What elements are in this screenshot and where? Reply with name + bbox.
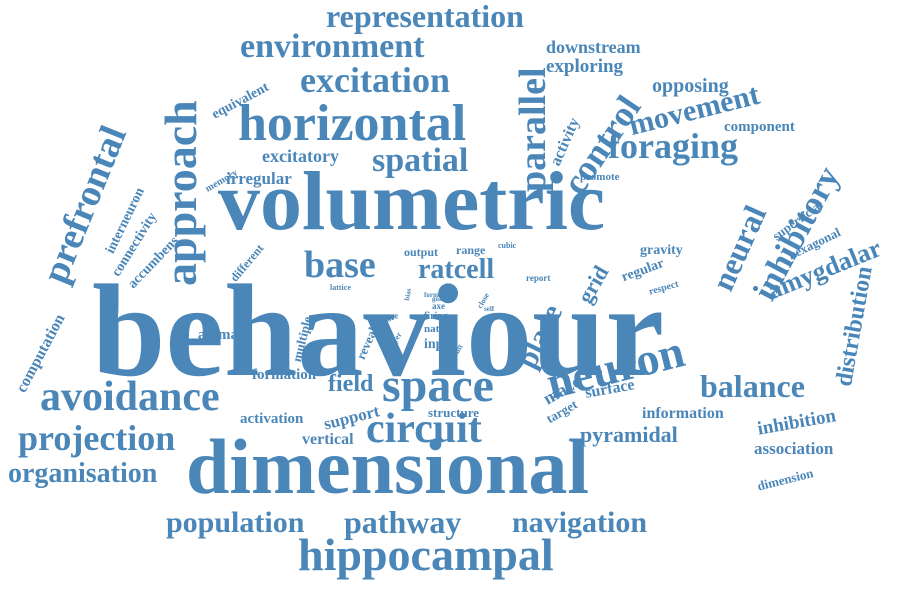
word-formation: formation bbox=[252, 367, 317, 383]
word-organisation: organisation bbox=[8, 458, 158, 489]
word-projection: projection bbox=[18, 418, 176, 458]
word-downstream: downstream bbox=[546, 37, 641, 57]
word-dimension: dimension bbox=[755, 465, 815, 494]
word-dimensional: dimensional bbox=[186, 423, 590, 510]
word-irregular: irregular bbox=[226, 169, 292, 188]
word-information: information bbox=[642, 405, 724, 422]
word-pyramidal: pyramidal bbox=[580, 422, 678, 447]
word-ratcell: ratcell bbox=[418, 254, 495, 285]
word-input: input bbox=[424, 337, 456, 352]
word-navigation: navigation bbox=[512, 506, 648, 539]
word-representation: representation bbox=[326, 0, 524, 34]
word-balance: balance bbox=[700, 368, 805, 404]
word-opposing: opposing bbox=[652, 75, 729, 97]
word-exploring: exploring bbox=[546, 56, 624, 77]
word-avoidance: avoidance bbox=[40, 374, 220, 420]
word-space: space bbox=[382, 359, 494, 412]
word-pathway: pathway bbox=[344, 504, 462, 540]
word-foraging: foraging bbox=[608, 126, 738, 166]
word-lattice: lattice bbox=[330, 283, 351, 292]
word-cubic: cubic bbox=[498, 241, 517, 250]
word-horizontal: horizontal bbox=[238, 95, 467, 152]
word-field: field bbox=[328, 371, 374, 397]
word-nature: nature bbox=[424, 323, 455, 335]
word-hippocampal: hippocampal bbox=[298, 529, 554, 580]
word-promote: promote bbox=[580, 171, 620, 183]
word-gravity: gravity bbox=[640, 243, 683, 258]
word-excitation: excitation bbox=[300, 60, 450, 100]
word-base: base bbox=[304, 244, 376, 286]
word-parallel: parallel bbox=[512, 67, 554, 192]
word-structure: structure bbox=[428, 405, 480, 420]
word-self: self bbox=[484, 305, 495, 313]
word-output: output bbox=[404, 245, 439, 259]
word-behaviour: behaviour bbox=[92, 257, 665, 404]
word-range: range bbox=[456, 243, 486, 257]
word-distribution: distribution bbox=[831, 264, 878, 389]
word-excitatory: excitatory bbox=[262, 146, 339, 166]
word-environment: environment bbox=[240, 28, 425, 65]
word-inhibition: inhibition bbox=[755, 405, 838, 440]
word-population: population bbox=[166, 506, 305, 539]
word-volumetric: volumetric bbox=[218, 155, 606, 248]
word-firing: firing bbox=[424, 311, 448, 322]
word-component: component bbox=[724, 119, 795, 135]
word-spatial: spatial bbox=[372, 142, 469, 179]
word-goal: goal bbox=[432, 295, 445, 303]
word-report: report bbox=[526, 273, 551, 283]
word-animal: animal bbox=[198, 327, 243, 343]
word-axe: axe bbox=[432, 301, 445, 311]
word-form: form bbox=[424, 291, 439, 299]
word-association: association bbox=[754, 439, 834, 458]
word-vertical: vertical bbox=[302, 431, 354, 448]
word-activation: activation bbox=[240, 411, 304, 427]
word-circuit: circuit bbox=[366, 406, 482, 452]
